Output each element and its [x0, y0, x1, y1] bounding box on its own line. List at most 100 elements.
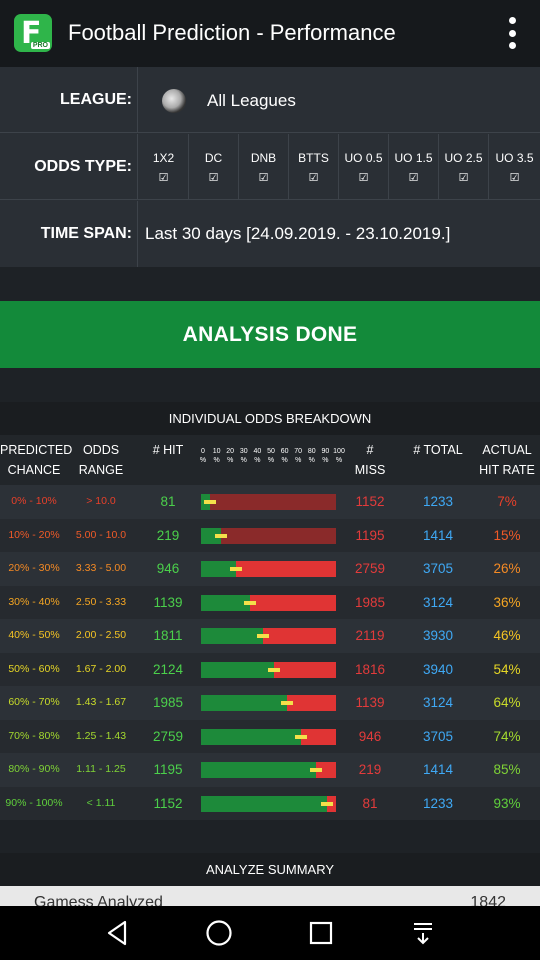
predicted-chance: 60% - 70%: [8, 696, 60, 708]
scale-tick: 40%: [253, 448, 262, 464]
hit-bar-fill: [201, 527, 222, 544]
actual-hit-rate: 74%: [493, 728, 521, 744]
miss-count: 2119: [355, 628, 385, 643]
hit-rate-bar: [201, 594, 336, 611]
hit-count: 219: [156, 527, 180, 543]
league-label: LEAGUE:: [0, 67, 138, 133]
percent-scale: 0% 10% 20% 30% 40% 50% 60% 70% 80% 90% 100%: [196, 447, 346, 477]
league-filter[interactable]: LEAGUE: All Leagues: [0, 67, 540, 133]
checkbox-icon[interactable]: ☑: [158, 171, 169, 184]
hit-rate-marker: [267, 667, 280, 672]
globe-icon: [162, 89, 186, 113]
predicted-chance: 0% - 10%: [11, 495, 57, 507]
odds-type-name: UO 2.5: [444, 150, 483, 165]
header-hit-rate: ACTUAL HIT RATE: [479, 443, 535, 477]
scale-tick: 20%: [226, 448, 235, 464]
miss-bar-fill: [315, 762, 336, 778]
checkbox-icon[interactable]: ☑: [208, 171, 219, 184]
time-span-filter[interactable]: TIME SPAN: Last 30 days [24.09.2019. - 2…: [0, 201, 540, 267]
recents-nav-button[interactable]: [294, 906, 348, 960]
actual-hit-rate: 93%: [493, 795, 521, 811]
odds-range: 2.00 - 2.50: [75, 629, 127, 641]
hit-count: 2759: [152, 728, 184, 744]
checkbox-icon[interactable]: ☑: [408, 171, 419, 184]
hit-rate-bar: [201, 561, 336, 577]
scale-tick: 0%: [199, 448, 207, 464]
odds-type-option[interactable]: BTTS ☑: [289, 134, 339, 200]
odds-type-name: 1X2: [152, 150, 175, 165]
miss-count: 946: [358, 728, 382, 744]
odds-type-option[interactable]: DNB ☑: [239, 134, 289, 200]
checkbox-icon[interactable]: ☑: [458, 171, 469, 184]
miss-count: 1195: [355, 527, 385, 543]
hit-bar-fill: [201, 594, 250, 611]
header-predicted-chance: PREDICTED CHANCE: [0, 443, 73, 477]
scale-tick: 70%: [294, 448, 303, 464]
actual-hit-rate: 54%: [493, 661, 521, 677]
odds-type-name: BTTS: [298, 150, 329, 165]
league-value[interactable]: All Leagues: [207, 91, 296, 110]
pull-down-icon: [414, 923, 432, 945]
recents-icon: [309, 921, 333, 945]
notifications-nav-button[interactable]: [396, 906, 450, 960]
odds-range: 1.11 - 1.25: [76, 763, 126, 775]
checkbox-icon[interactable]: ☑: [308, 171, 319, 184]
time-span-label: TIME SPAN:: [0, 201, 138, 267]
breakdown-row: 30% - 40% 2.50 - 3.33 1139 1985 3124 36%: [0, 585, 540, 619]
actual-hit-rate: 85%: [493, 762, 521, 777]
total-count: 3705: [422, 561, 454, 576]
hit-rate-bar: [201, 728, 336, 745]
hit-bar-fill: [201, 728, 301, 745]
checkbox-icon[interactable]: ☑: [258, 171, 269, 184]
hit-rate-marker: [243, 600, 256, 605]
breakdown-row: 10% - 20% 5.00 - 10.0 219 1195 1414 15%: [0, 518, 540, 552]
hit-count: 1152: [153, 795, 183, 811]
app-title: Football Prediction - Performance: [68, 20, 396, 45]
predicted-chance: 70% - 80%: [8, 729, 60, 742]
hit-rate-marker: [215, 533, 228, 538]
actual-hit-rate: 26%: [493, 561, 521, 576]
total-count: 1233: [422, 795, 454, 811]
overflow-menu-icon[interactable]: [508, 17, 516, 49]
scale-tick: 30%: [239, 448, 248, 464]
hit-count: 2124: [152, 661, 184, 677]
odds-type-option[interactable]: UO 1.5 ☑: [389, 134, 439, 200]
hit-bar-fill: [201, 561, 237, 577]
actual-hit-rate: 7%: [497, 494, 517, 509]
hit-rate-bar: [201, 527, 336, 544]
hit-bar-fill: [201, 762, 316, 778]
scale-tick: 80%: [307, 448, 316, 464]
actual-hit-rate: 64%: [493, 695, 521, 710]
breakdown-row: 90% - 100% < 1.11 1152 81 1233 93%: [0, 786, 540, 820]
total-count: 3124: [422, 695, 454, 710]
scale-tick: 60%: [280, 448, 289, 464]
hit-rate-bar: [201, 628, 336, 644]
predicted-chance: 80% - 90%: [8, 763, 60, 775]
odds-range: 1.67 - 2.00: [75, 662, 127, 675]
odds-type-option[interactable]: DC ☑: [189, 134, 239, 200]
time-span-value[interactable]: Last 30 days [24.09.2019. - 23.10.2019.]: [145, 224, 451, 243]
back-nav-button[interactable]: [90, 906, 144, 960]
odds-type-option[interactable]: 1X2 ☑: [139, 134, 189, 200]
odds-range: 1.25 - 1.43: [75, 729, 127, 742]
odds-range: < 1.11: [86, 796, 116, 809]
odds-type-option[interactable]: UO 2.5 ☑: [439, 134, 489, 200]
predicted-chance: 50% - 60%: [8, 662, 60, 675]
analysis-button[interactable]: ANALYSIS DONE: [0, 301, 540, 368]
breakdown-rows: 0% - 10% > 10.0 81 1152 1233 7% 10% - 20…: [0, 485, 540, 820]
hit-rate-bar: [201, 795, 336, 812]
total-count: 3930: [422, 628, 454, 643]
header-odds-range: ODDS RANGE: [78, 443, 124, 477]
odds-type-option[interactable]: UO 3.5 ☑: [489, 134, 540, 200]
scale-tick: 10%: [212, 448, 221, 464]
breakdown-row: 40% - 50% 2.00 - 2.50 1811 2119 3930 46%: [0, 619, 540, 653]
checkbox-icon[interactable]: ☑: [509, 171, 520, 184]
total-count: 3124: [422, 594, 454, 610]
total-count: 3940: [422, 661, 454, 677]
total-count: 3705: [422, 728, 454, 744]
checkbox-icon[interactable]: ☑: [358, 171, 369, 184]
breakdown-row: 0% - 10% > 10.0 81 1152 1233 7%: [0, 485, 540, 519]
odds-type-name: DC: [204, 150, 223, 165]
odds-type-option[interactable]: UO 0.5 ☑: [339, 134, 389, 200]
home-nav-button[interactable]: [192, 906, 246, 960]
